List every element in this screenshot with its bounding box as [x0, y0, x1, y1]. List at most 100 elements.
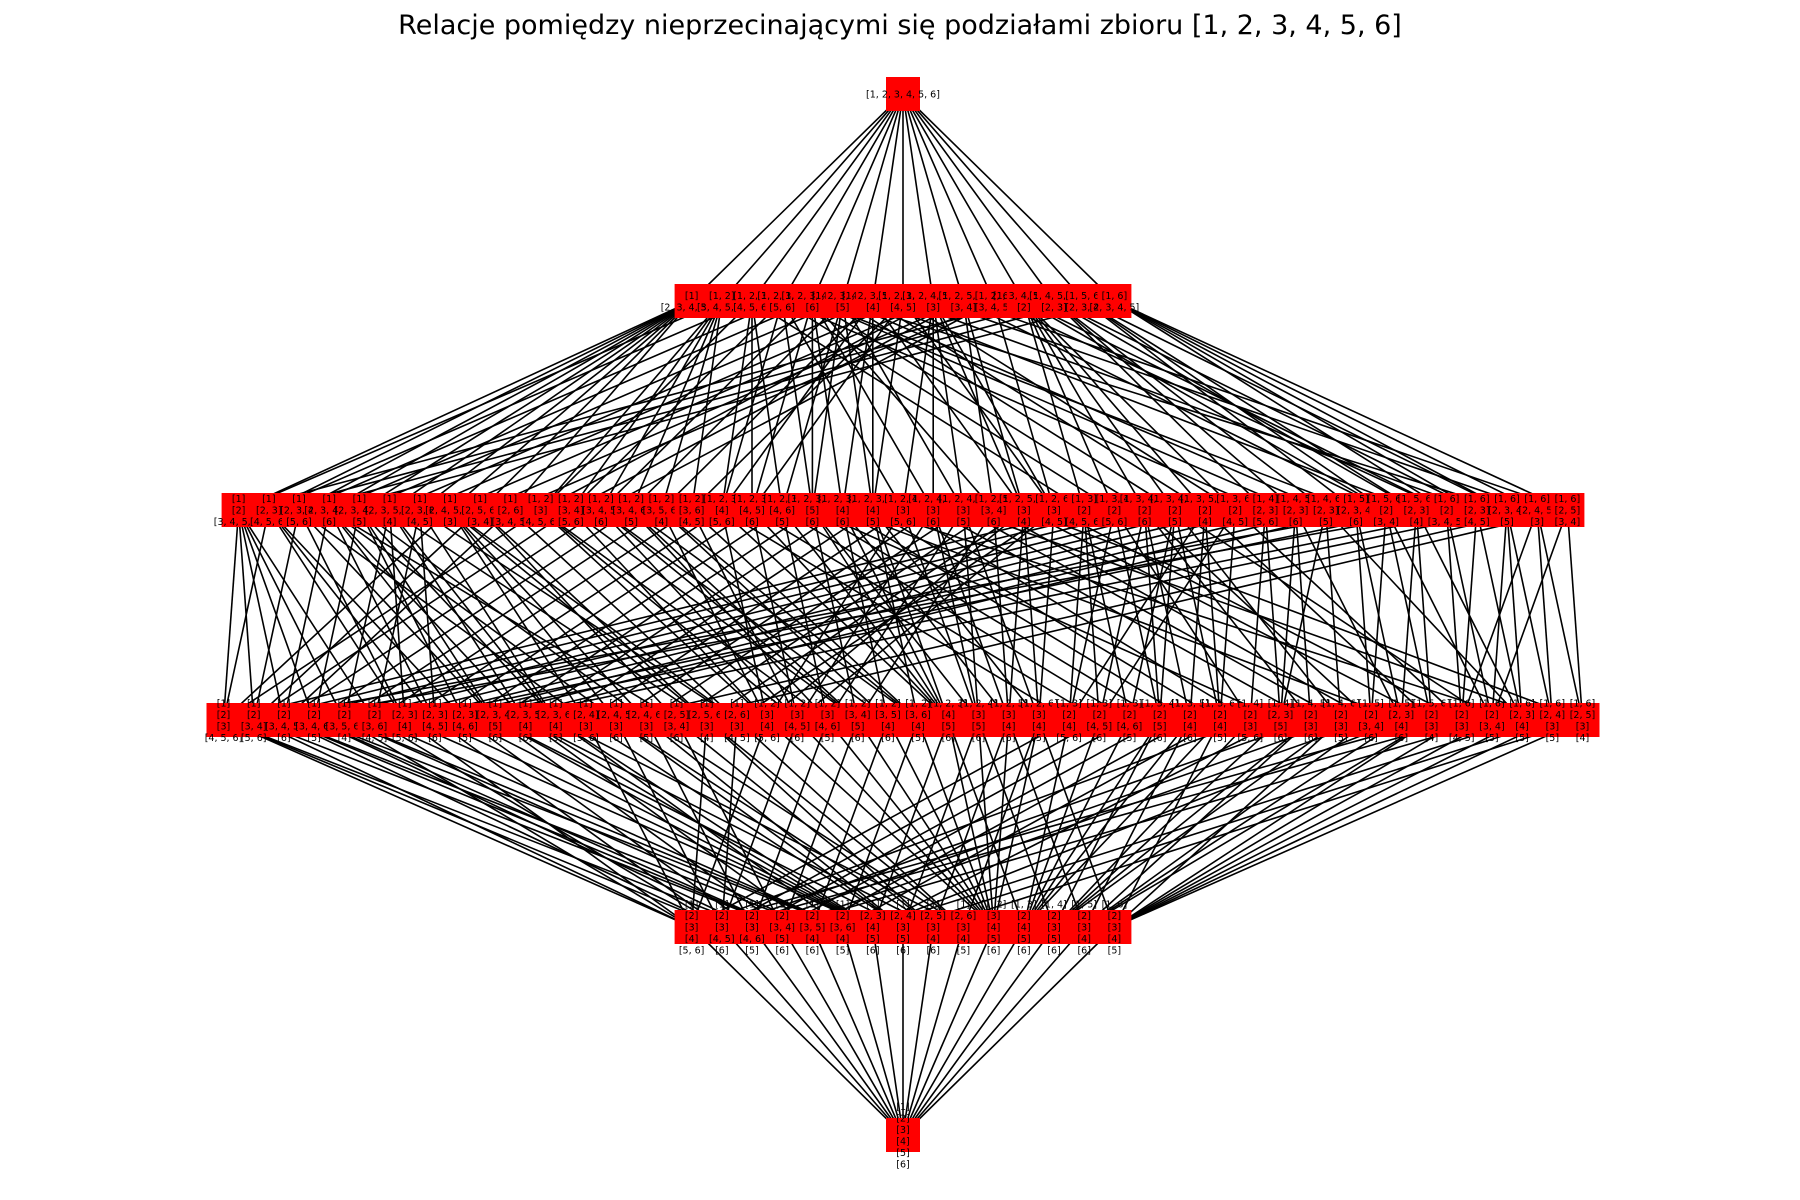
- node-box: [659, 703, 694, 737]
- partition-node: [1, 2, 3, 4][5, 6]: [757, 284, 807, 318]
- node-box: [1067, 284, 1102, 318]
- edge: [359, 300, 843, 511]
- node-label: [1, 4]: [1268, 698, 1294, 709]
- edge: [540, 300, 934, 511]
- node-label: [2]: [1228, 506, 1241, 517]
- node-label: [1, 6]: [1479, 698, 1505, 709]
- node-label: [5, 6]: [286, 517, 312, 528]
- node-label: [1]: [806, 900, 819, 911]
- node-label: [4]: [715, 506, 728, 517]
- partition-node: [1, 2, 5, 6][3][4]: [999, 493, 1049, 528]
- edge: [872, 93, 904, 302]
- node-label: [1, 2]: [528, 494, 554, 505]
- node-label: [4, 5, 6]: [205, 733, 243, 744]
- node-box: [765, 284, 800, 318]
- partition-node: [1, 5, 6][2][3][4]: [1413, 698, 1451, 744]
- node-label: [1, 3, 5, 6]: [1180, 494, 1230, 505]
- edge: [841, 300, 965, 511]
- node-label: [3, 4, 5]: [975, 302, 1013, 313]
- edge: [1083, 719, 1402, 928]
- edge: [1023, 300, 1116, 511]
- node-label: [5]: [987, 934, 1000, 945]
- partition-node: [1, 4, 5][2][3][6]: [1292, 698, 1330, 744]
- partition-node: [1][2, 4, 5][3][6]: [597, 698, 635, 744]
- partition-node: [1, 6][2, 3, 4][5]: [1488, 493, 1526, 528]
- node-label: [5]: [866, 934, 879, 945]
- node-label: [1, 2, 3, 4, 6]: [812, 291, 874, 302]
- node-box: [1006, 910, 1041, 944]
- node-label: [1, 2]: [679, 494, 705, 505]
- node-box: [1293, 703, 1328, 737]
- node-box: [523, 493, 558, 527]
- node-label: [4, 5]: [1449, 733, 1475, 744]
- node-label: [2]: [1062, 710, 1075, 721]
- node-label: [2]: [1244, 710, 1257, 721]
- node-label: [6]: [1349, 517, 1362, 528]
- node-box: [901, 703, 936, 737]
- node-label: [6]: [1183, 733, 1196, 744]
- node-box: [1037, 284, 1071, 318]
- node-label: [5, 6]: [890, 517, 916, 528]
- node-label: [1]: [775, 900, 788, 911]
- node-label: [1, 5, 6]: [1065, 291, 1103, 302]
- partition-node: [1][2][3][4, 6][5]: [735, 900, 769, 957]
- node-label: [2]: [1047, 911, 1060, 922]
- node-label: [6]: [896, 1159, 909, 1170]
- node-label: [1, 3, 6]: [1201, 698, 1239, 709]
- node-box: [765, 910, 800, 944]
- node-label: [1, 4, 6]: [1307, 494, 1345, 505]
- node-label: [4, 5]: [724, 733, 750, 744]
- node-label: [5]: [1047, 934, 1060, 945]
- node-label: [1]: [353, 494, 366, 505]
- edge: [1114, 300, 1568, 511]
- node-box: [508, 703, 543, 737]
- node-label: [4]: [1425, 733, 1438, 744]
- edge: [238, 300, 1025, 511]
- edge: [237, 509, 346, 721]
- edge: [223, 509, 542, 721]
- node-label: [2]: [1108, 506, 1121, 517]
- edge: [1114, 300, 1538, 511]
- node-box: [855, 493, 890, 527]
- node-label: [1, 2]: [558, 494, 584, 505]
- node-label: [1, 6]: [1570, 698, 1596, 709]
- node-box: [689, 703, 724, 737]
- partition-node: [1, 2][3, 4][5, 6]: [553, 493, 588, 528]
- node-label: [1, 2]: [981, 900, 1007, 911]
- node-label: [1, 5, 6]: [1398, 494, 1436, 505]
- node-label: [2, 4]: [890, 911, 916, 922]
- node-box: [1248, 493, 1283, 527]
- partition-node: [1][2][3, 6][4][5]: [825, 900, 860, 957]
- node-label: [2]: [1425, 710, 1438, 721]
- node-label: [1, 3, 4, 5]: [1120, 494, 1170, 505]
- node-box: [931, 703, 966, 737]
- node-label: [5]: [775, 934, 788, 945]
- node-label: [2, 4]: [573, 710, 599, 721]
- node-label: [4, 6]: [452, 721, 478, 732]
- node-label: [1, 6]: [1509, 698, 1535, 709]
- node-label: [6]: [1138, 517, 1151, 528]
- node-label: [2]: [1017, 302, 1030, 313]
- node-label: [2]: [1304, 710, 1317, 721]
- edge: [449, 509, 647, 721]
- edge: [540, 300, 753, 511]
- partition-node: [1, 2, 3][4, 5, 6]: [733, 284, 771, 318]
- node-label: [1]: [443, 494, 456, 505]
- edge: [343, 719, 693, 928]
- node-label: [4, 5]: [362, 733, 388, 744]
- partition-node: [1, 5, 6][2][3, 4]: [1367, 493, 1405, 528]
- edge: [1023, 300, 1085, 511]
- edge: [585, 719, 693, 928]
- node-box: [946, 910, 981, 944]
- node-box: [1037, 910, 1071, 944]
- node-label: [2]: [338, 710, 351, 721]
- node-label: [2, 3]: [1389, 710, 1415, 721]
- node-box: [478, 703, 513, 737]
- partition-node: [1, 5][2][3, 4][6]: [1354, 698, 1389, 744]
- node-box: [1490, 493, 1524, 527]
- edge: [751, 93, 904, 302]
- node-label: [2, 3, 5]: [507, 710, 545, 721]
- partition-node: [1][2, 3, 6][4][5]: [537, 698, 575, 744]
- edge: [902, 719, 1553, 928]
- node-label: [5]: [745, 946, 758, 957]
